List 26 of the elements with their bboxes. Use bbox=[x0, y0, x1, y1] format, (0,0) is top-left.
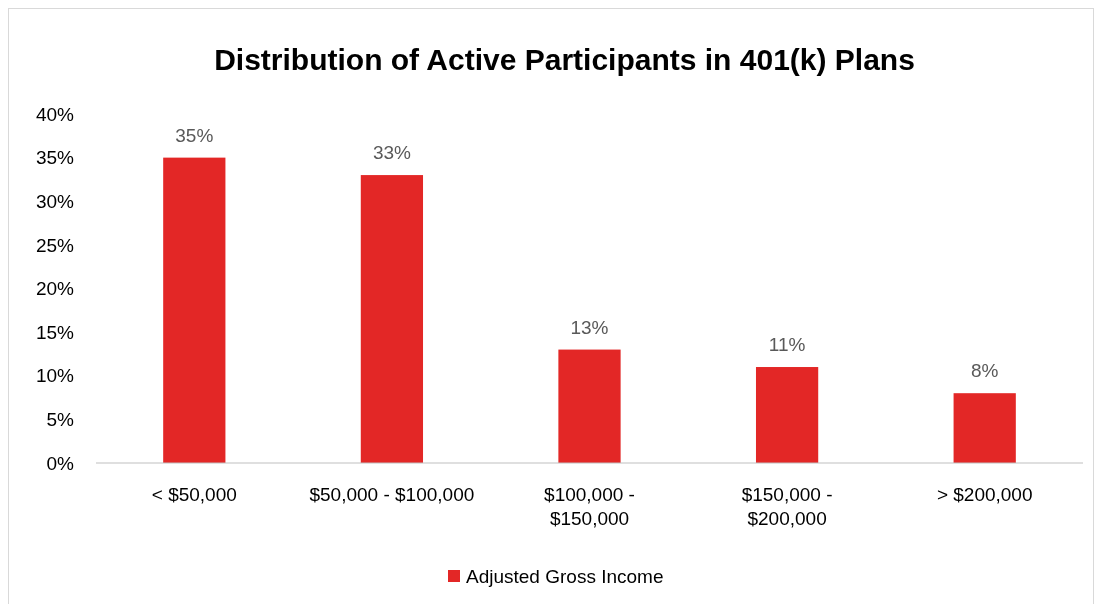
text: 11% bbox=[768, 334, 806, 356]
y-tick-label: 15% bbox=[35, 321, 75, 343]
y-tick-label: 35% bbox=[35, 147, 75, 169]
y-tick-label: 0% bbox=[46, 452, 75, 474]
x-tick-label: < $50,000 bbox=[151, 484, 237, 505]
bar bbox=[163, 157, 226, 463]
x-tick-label: $100,000 - $150,000 bbox=[544, 484, 635, 529]
chart-title: Distribution of Active Participants in 401(k) Plans bbox=[214, 43, 915, 76]
bar bbox=[360, 175, 424, 463]
x-tick-label: > $200,000 bbox=[936, 484, 1033, 505]
y-tick-label: 10% bbox=[35, 365, 75, 387]
y-tick-label: 20% bbox=[35, 278, 75, 300]
text: 33% bbox=[372, 142, 411, 164]
text: 35% bbox=[175, 124, 214, 146]
bar bbox=[558, 349, 621, 463]
y-tick-label: 40% bbox=[35, 103, 75, 125]
y-tick-label: 5% bbox=[46, 409, 75, 431]
y-tick-label: 25% bbox=[35, 234, 75, 256]
x-tick-label: $150,000 - $200,000 bbox=[741, 484, 833, 529]
y-tick-label: 30% bbox=[35, 190, 75, 212]
x-tick-label: $50,000 - $100,000 bbox=[309, 484, 475, 505]
text: 8% bbox=[970, 360, 999, 382]
text: 13% bbox=[570, 316, 609, 338]
bar bbox=[755, 367, 819, 463]
legend-label: Adjusted Gross Income bbox=[466, 565, 664, 587]
bar bbox=[953, 393, 1016, 463]
